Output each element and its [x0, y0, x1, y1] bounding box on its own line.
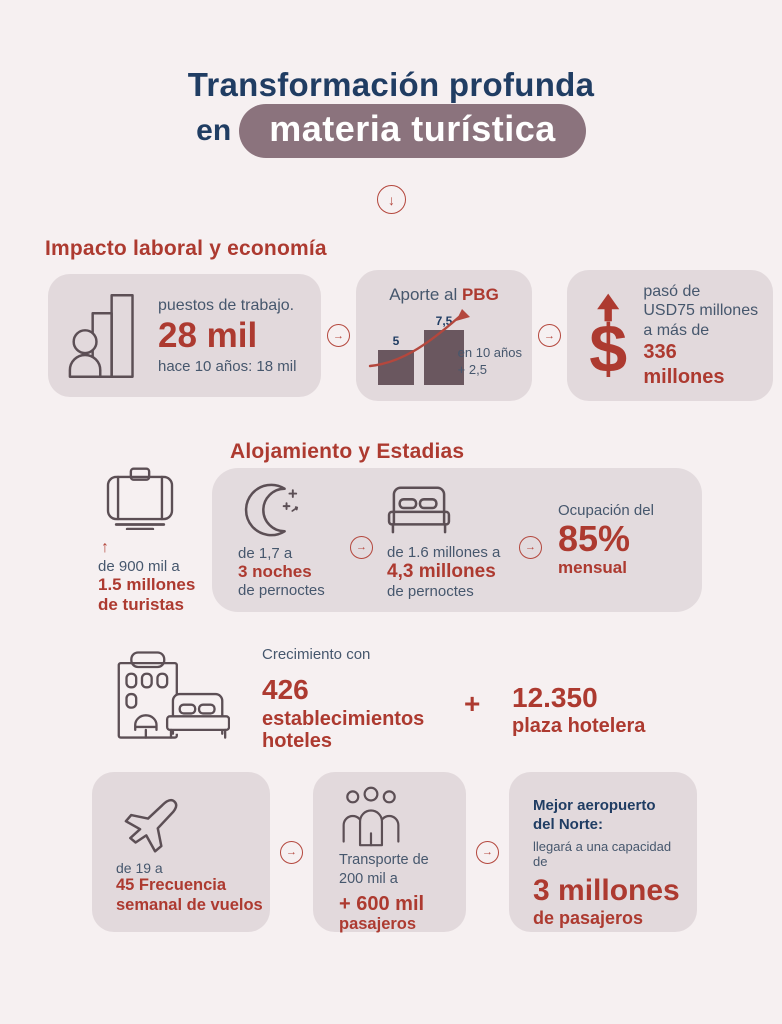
right-arrow-icon: → [327, 324, 350, 347]
passengers-value-line2: pasajeros [339, 914, 417, 933]
hotel-stat1-line3: hoteles [262, 730, 333, 752]
svg-text:$: $ [589, 310, 627, 380]
airport-value-line1: 3 millones [533, 873, 680, 907]
passengers-line1: Transporte de [339, 852, 429, 868]
nights-line1: de 1,7 a [238, 545, 293, 562]
pbg-title: Aporte al PBG [389, 285, 499, 304]
passengers-card: Transporte de 200 mil a + 600 mil pasaje… [313, 772, 466, 933]
suitcase-icon [106, 467, 174, 530]
passengers-line2: 200 mil a [339, 870, 398, 887]
nights-value: 3 noches [238, 562, 312, 581]
usd-line2: USD75 millones [643, 302, 759, 320]
page-title: Transformación profunda [187, 66, 595, 103]
plus-icon: + [464, 688, 481, 719]
bar1 [378, 350, 414, 385]
hotel-capacity-block: 12.350 plaza hotelera [512, 684, 645, 738]
bed-icon [387, 486, 451, 534]
up-arrow-icon: ↑ [101, 539, 109, 556]
passengers-value-line1: + 600 mil [339, 892, 425, 915]
flights-value-line1: 45 Frecuencia [116, 876, 227, 894]
pbg-mini-bar-chart: 5 7,5 [378, 314, 464, 385]
usd-card: $ pasó de USD75 millones a más de 336 mi… [567, 270, 773, 401]
hotel-label: Crecimiento con [262, 646, 371, 663]
occupancy-line3: mensual [558, 558, 627, 577]
flights-line1: de 19 a [116, 860, 163, 876]
flights-card: de 19 a 45 Frecuencia semanal de vuelos [92, 772, 270, 932]
subtitle-prefix: en [196, 114, 232, 147]
occupancy-line1: Ocupación del [558, 502, 654, 519]
overnights-value: 4,3 millones [387, 561, 496, 582]
labor-row: puestos de trabajo. 28 mil hace 10 años:… [48, 270, 773, 401]
bar2-label: 7,5 [435, 314, 453, 328]
down-arrow-icon: ↓ [377, 185, 406, 214]
overnights-line1: de 1.6 millones a [387, 544, 501, 561]
airport-line3: llegará a una capacidad de [533, 838, 672, 869]
section-heading-lodging: Alojamiento y Estadias [230, 440, 465, 463]
subtitle-highlight-pill: materia turística [239, 104, 586, 158]
airport-bold-line2: del Norte: [533, 815, 604, 833]
tourists-value: 1.5 millones [98, 575, 196, 594]
usd-line3: a más de [643, 321, 710, 339]
right-arrow-icon: → [350, 535, 373, 559]
airplane-icon [124, 798, 178, 853]
overnights-line3: de pernoctes [387, 583, 474, 600]
page-subtitle: en materia turística [0, 104, 782, 158]
airport-card: Mejor aeropuerto del Norte: llegará a un… [509, 772, 697, 932]
bar-chart-person-icon [68, 293, 134, 378]
right-arrow-icon: → [538, 324, 561, 347]
tourists-block: ↑ de 900 mil a 1.5 millones de turistas [98, 466, 230, 614]
lodging-panel: de 1,7 a 3 noches de pernoctes → de 1.6 … [212, 468, 702, 612]
jobs-note: hace 10 años: 18 mil [158, 357, 297, 375]
hotel-stat1-value: 426 [262, 674, 309, 705]
nights-item: de 1,7 a 3 noches de pernoctes [238, 481, 350, 599]
bar1-label: 5 [392, 334, 400, 348]
jobs-card: puestos de trabajo. 28 mil hace 10 años:… [48, 274, 321, 397]
usd-line1: pasó de [643, 282, 701, 300]
tourists-value-line2: de turistas [98, 594, 184, 614]
hotel-block-icon-wrap [112, 650, 230, 742]
flights-value-line2: semanal de vuelos [116, 895, 263, 914]
hotel-growth-block: Crecimiento con 426 establecimientos hot… [262, 646, 424, 752]
airport-bold-line1: Mejor aeropuerto [533, 797, 656, 814]
overnights-item: de 1.6 millones a 4,3 millones de pernoc… [387, 480, 519, 600]
dollar-icon: $ [589, 293, 627, 381]
hotel-stat2-value: 12.350 [512, 682, 598, 713]
occupancy-value: 85% [558, 518, 631, 559]
hotel-stat1-line2: establecimientos [262, 708, 425, 730]
transport-row: de 19 a 45 Frecuencia semanal de vuelos … [92, 772, 697, 933]
hotel-bed-icon [117, 651, 230, 739]
jobs-label: puestos de trabajo. [158, 296, 295, 314]
hotel-stat2-label: plaza hotelera [512, 715, 646, 737]
moon-icon [244, 483, 299, 537]
pbg-card: Aporte al PBG 5 7,5 en 10 años + 2,5 [356, 270, 532, 401]
right-arrow-icon: → [476, 840, 499, 864]
usd-value: 336 millones [643, 341, 725, 388]
section-heading-labor: Impacto laboral y economía [45, 237, 327, 260]
occupancy-item: Ocupación del 85% mensual [558, 502, 654, 578]
pbg-note: en 10 años + 2,5 [457, 345, 522, 378]
airport-value-line2: de pasajeros [533, 907, 644, 928]
nights-line3: de pernoctes [238, 582, 325, 599]
right-arrow-icon: → [519, 535, 542, 559]
jobs-value: 28 mil [158, 315, 258, 355]
tourists-line1: de 900 mil a [98, 558, 180, 575]
right-arrow-icon: → [280, 840, 303, 864]
passengers-icon [342, 786, 400, 847]
